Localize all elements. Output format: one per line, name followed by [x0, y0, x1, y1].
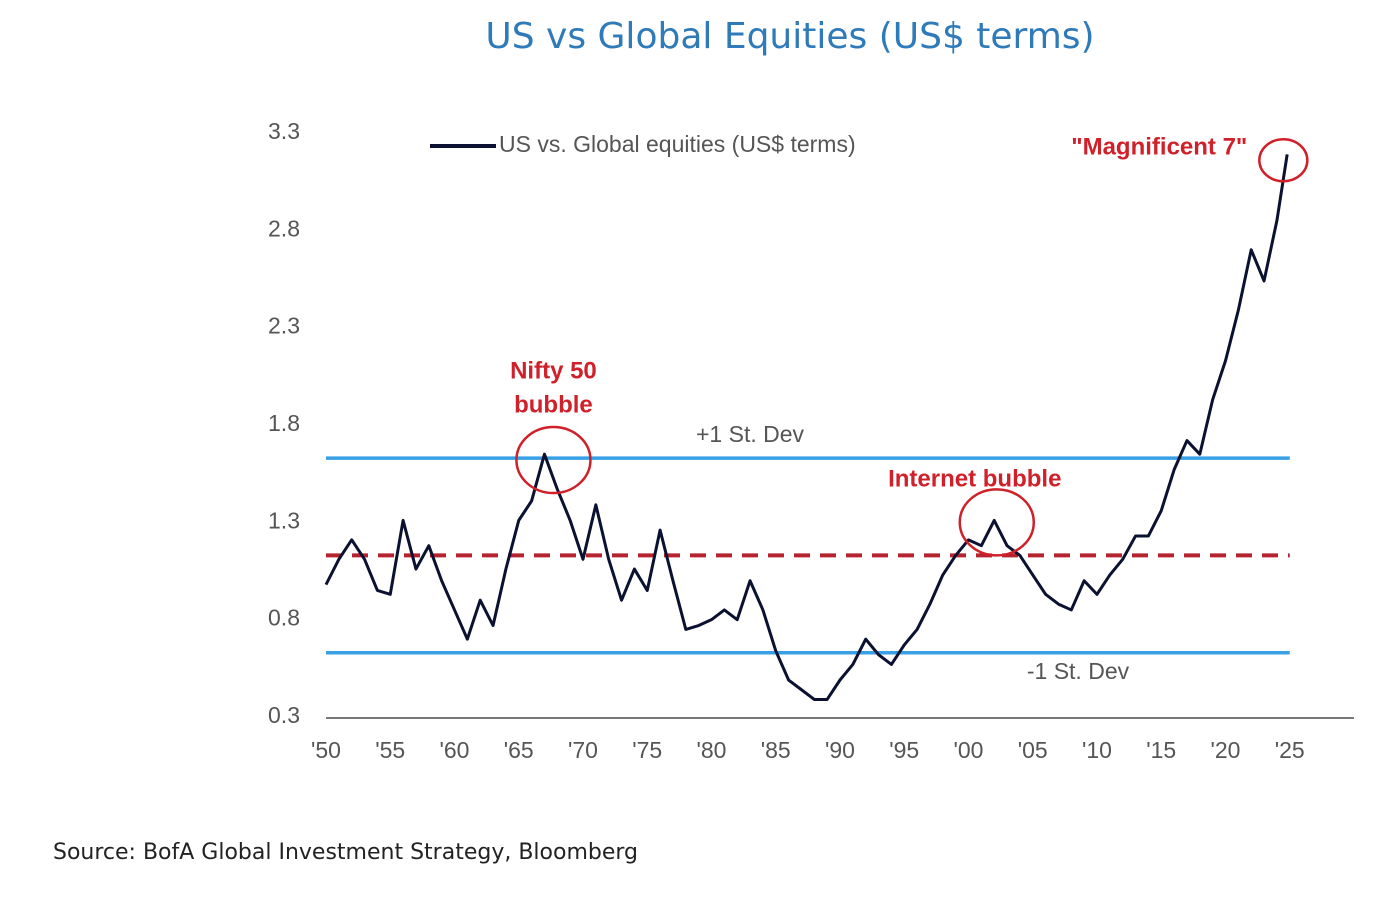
- source-note: Source: BofA Global Investment Strategy,…: [53, 840, 638, 865]
- annotation-label: bubble: [514, 391, 593, 418]
- annotation-label: Internet bubble: [888, 466, 1061, 493]
- annotation-circle: [1258, 138, 1309, 183]
- x-tick-label: '75: [632, 737, 662, 763]
- x-tick-label: '95: [889, 737, 919, 763]
- annotation-circle: [958, 488, 1036, 557]
- x-tick-label: '15: [1146, 737, 1176, 763]
- y-tick-label: 2.3: [268, 313, 300, 339]
- chart-title: US vs Global Equities (US$ terms): [485, 16, 1094, 57]
- x-tick-label: '00: [954, 737, 984, 763]
- x-tick-label: '55: [375, 737, 405, 763]
- x-tick-label: '70: [568, 737, 598, 763]
- y-tick-label: 1.3: [268, 507, 300, 533]
- y-tick-label: 0.3: [268, 702, 300, 728]
- x-tick-label: '25: [1275, 737, 1305, 763]
- y-tick-label: 0.8: [268, 605, 300, 631]
- x-tick-label: '20: [1211, 737, 1241, 763]
- x-tick-label: '90: [825, 737, 855, 763]
- x-tick-label: '65: [504, 737, 534, 763]
- x-tick-label: '85: [761, 737, 791, 763]
- x-tick-label: '05: [1018, 737, 1048, 763]
- x-tick-label: '50: [311, 737, 341, 763]
- annotation-circle: [515, 425, 592, 495]
- legend-label: US vs. Global equities (US$ terms): [499, 131, 856, 157]
- reference-label: -1 St. Dev: [1027, 658, 1130, 684]
- reference-label: +1 St. Dev: [696, 421, 805, 447]
- x-tick-label: '60: [440, 737, 470, 763]
- y-tick-label: 2.8: [268, 215, 300, 241]
- x-tick-label: '80: [697, 737, 727, 763]
- annotation-label: Nifty 50: [510, 357, 597, 384]
- x-tick-label: '10: [1082, 737, 1112, 763]
- y-tick-label: 3.3: [268, 118, 300, 144]
- data-line: [324, 154, 1289, 701]
- annotation-label: "Magnificent 7": [1071, 134, 1247, 161]
- y-tick-label: 1.8: [268, 410, 300, 436]
